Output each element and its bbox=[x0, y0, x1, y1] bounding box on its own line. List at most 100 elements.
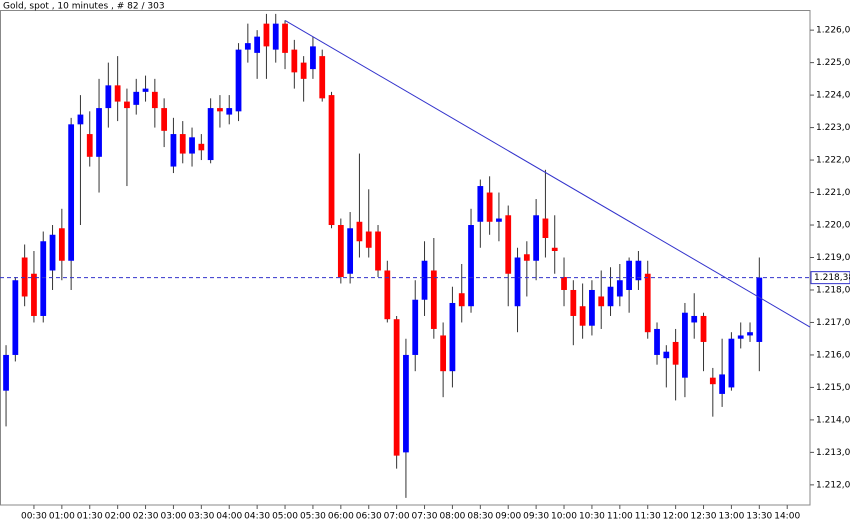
y-tick-label: 1.224,00 bbox=[816, 91, 850, 101]
candle-body bbox=[356, 221, 363, 242]
x-tick-label: 13:30 bbox=[746, 512, 772, 522]
x-tick-label: 05:30 bbox=[300, 512, 326, 522]
x-tick-label: 11:00 bbox=[607, 512, 633, 522]
x-tick-label: 05:00 bbox=[272, 512, 298, 522]
y-tick-label: 1.225,00 bbox=[816, 58, 850, 68]
candle-body bbox=[616, 280, 623, 297]
y-tick-label: 1.222,00 bbox=[816, 156, 850, 166]
candle-body bbox=[328, 95, 335, 226]
candle-body bbox=[77, 114, 84, 125]
candle-body bbox=[133, 91, 140, 105]
x-tick-label: 00:30 bbox=[21, 512, 47, 522]
y-tick-label: 1.216,00 bbox=[816, 350, 850, 360]
candle-body bbox=[635, 260, 642, 281]
candle-body bbox=[161, 108, 168, 131]
x-tick-label: 02:00 bbox=[105, 512, 131, 522]
candle-body bbox=[496, 218, 502, 222]
candle-body bbox=[561, 276, 567, 290]
candle-body bbox=[198, 143, 205, 151]
candle-body bbox=[49, 234, 56, 271]
candle-body bbox=[114, 85, 121, 102]
candle-body bbox=[589, 289, 595, 326]
candle-body bbox=[523, 254, 530, 261]
candle-body bbox=[254, 36, 261, 53]
last-price-box bbox=[810, 271, 850, 285]
candle-body bbox=[477, 186, 484, 222]
candle-body bbox=[207, 108, 214, 161]
y-tick-label: 1.215,00 bbox=[816, 383, 850, 393]
candle-body bbox=[226, 108, 233, 115]
x-tick-label: 06:30 bbox=[356, 512, 382, 522]
x-tick-label: 07:00 bbox=[384, 512, 410, 522]
y-tick-label: 1.220,00 bbox=[816, 221, 850, 231]
candle-body bbox=[728, 338, 735, 388]
candle-body bbox=[3, 354, 9, 391]
candle-body bbox=[179, 134, 186, 154]
candle-body bbox=[300, 62, 307, 79]
candle-body bbox=[151, 91, 158, 109]
y-tick-label: 1.214,00 bbox=[816, 415, 850, 425]
x-tick-label: 09:00 bbox=[495, 512, 521, 522]
candle-body bbox=[393, 319, 400, 456]
x-tick-label: 11:30 bbox=[635, 512, 661, 522]
candle-body bbox=[244, 43, 251, 50]
y-tick-label: 1.218,00 bbox=[816, 285, 850, 295]
x-tick-label: 08:00 bbox=[439, 512, 465, 522]
candle-body bbox=[449, 302, 456, 372]
candle-body bbox=[282, 23, 288, 53]
candle-body bbox=[709, 377, 716, 385]
candle-body bbox=[235, 49, 242, 112]
candle-body bbox=[12, 280, 19, 355]
x-tick-label: 01:30 bbox=[77, 512, 103, 522]
candle-body bbox=[217, 108, 223, 112]
candle-body bbox=[189, 137, 195, 154]
last-price-label: 1.218,38 bbox=[814, 273, 850, 283]
candle-body bbox=[421, 260, 428, 300]
candle-body bbox=[542, 218, 549, 239]
candle-body bbox=[719, 374, 726, 394]
candle-body bbox=[551, 247, 558, 252]
x-tick-label: 02:30 bbox=[133, 512, 159, 522]
candle-body bbox=[263, 23, 270, 47]
chart-title: Gold, spot , 10 minutes , # 82 / 303 bbox=[3, 2, 165, 12]
y-tick-label: 1.219,00 bbox=[816, 253, 850, 263]
candle-body bbox=[96, 108, 102, 157]
candle-body bbox=[440, 335, 447, 372]
candle-body bbox=[170, 134, 177, 167]
candle-body bbox=[375, 231, 381, 271]
candle-body bbox=[607, 286, 614, 307]
y-tick-label: 1.213,00 bbox=[816, 448, 850, 458]
candle-body bbox=[124, 101, 130, 109]
candle-body bbox=[514, 257, 521, 307]
candle-body bbox=[384, 270, 391, 320]
candle-body bbox=[486, 192, 493, 222]
y-tick-label: 1.221,00 bbox=[816, 188, 850, 198]
x-tick-label: 12:30 bbox=[691, 512, 717, 522]
candle-body bbox=[40, 241, 47, 316]
candle-body bbox=[403, 354, 409, 453]
candle-body bbox=[347, 228, 354, 274]
x-tick-label: 03:00 bbox=[160, 512, 186, 522]
candle-body bbox=[58, 228, 65, 261]
candle-body bbox=[319, 56, 326, 99]
candle-body bbox=[672, 341, 679, 365]
y-tick-label: 1.226,00 bbox=[816, 26, 850, 36]
candle-body bbox=[598, 296, 605, 307]
trend-line bbox=[284, 19, 811, 328]
x-tick-label: 13:00 bbox=[718, 512, 744, 522]
x-tick-label: 06:00 bbox=[328, 512, 354, 522]
candle-body bbox=[68, 124, 75, 261]
candle-body bbox=[31, 273, 37, 316]
candle-body bbox=[700, 315, 707, 342]
x-tick-label: 09:30 bbox=[523, 512, 549, 522]
candle-body bbox=[142, 88, 149, 92]
y-tick-label: 1.217,00 bbox=[816, 318, 850, 328]
x-tick-label: 01:00 bbox=[49, 512, 75, 522]
candle-body bbox=[747, 332, 753, 336]
candle-body bbox=[691, 315, 698, 323]
candle-body bbox=[533, 215, 540, 261]
candle-body bbox=[570, 289, 577, 316]
candle-body bbox=[505, 215, 512, 274]
x-tick-label: 10:00 bbox=[551, 512, 577, 522]
candle-body bbox=[458, 293, 465, 307]
